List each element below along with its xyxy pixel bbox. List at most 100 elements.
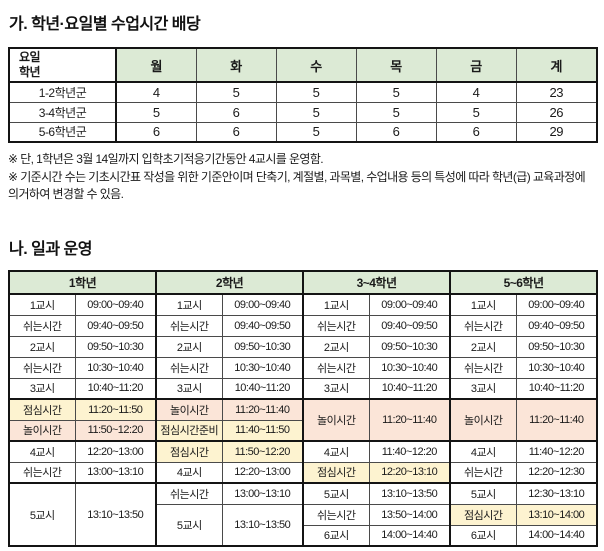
day-header-cell: 월	[115, 47, 197, 83]
period-time-cell: 11:20~11:40	[368, 398, 451, 442]
schedule-row: 4교시 12:20~13:00 점심시간 11:50~12:20 4교시 11:40~12…	[8, 440, 598, 463]
day-header-cell: 수	[275, 47, 357, 83]
period-time-cell: 11:20~11:40	[515, 398, 598, 442]
period-time-cell: 14:00~14:40	[515, 524, 598, 547]
schedule-row: 쉬는시간 10:30~10:40 쉬는시간 10:30~10:40 쉬는시간 10:30~…	[8, 356, 598, 379]
period-time-cell: 09:00~09:40	[74, 293, 157, 316]
period-time-cell: 11:40~12:20	[515, 440, 598, 463]
schedule-row: 쉬는시간 09:40~09:50 쉬는시간 09:40~09:50 쉬는시간 09:40~…	[8, 314, 598, 337]
hour-count-cell: 23	[515, 81, 598, 103]
period-time-cell: 13:10~13:50	[74, 482, 157, 547]
period-label-cell: 쉬는시간	[449, 314, 517, 337]
footnote-2: ※ 기준시간 수는 기초시간표 작성을 위한 기준안이며 단축기, 계절별, 과…	[8, 170, 586, 202]
period-label-cell: 쉬는시간	[449, 356, 517, 379]
hour-count-cell: 6	[355, 121, 437, 143]
period-label-cell: 6교시	[449, 524, 517, 547]
hour-count-cell: 6	[195, 121, 277, 143]
period-time-cell: 12:20~13:10	[368, 461, 451, 484]
period-time-cell: 12:20~12:30	[515, 461, 598, 484]
hour-count-cell: 5	[355, 101, 437, 123]
period-label-cell: 쉬는시간	[8, 461, 76, 484]
period-time-cell: 12:20~13:00	[221, 461, 304, 484]
period-label-cell: 3교시	[8, 377, 76, 400]
period-label-cell: 4교시	[302, 440, 370, 463]
grade-group-header: 3~4학년	[302, 270, 451, 296]
period-time-cell: 13:00~13:10	[221, 482, 304, 505]
period-time-cell: 13:10~13:50	[221, 503, 304, 547]
schedule-row: 3교시 10:40~11:20 3교시 10:40~11:20 3교시 10:40~11:…	[8, 377, 598, 400]
period-label-cell: 점심시간	[449, 503, 517, 526]
hour-count-cell: 5	[275, 81, 357, 103]
period-time-cell: 13:50~14:00	[368, 503, 451, 526]
period-time-cell: 11:20~11:40	[221, 398, 304, 421]
period-label-cell: 2교시	[8, 335, 76, 358]
period-time-cell: 11:40~11:50	[221, 419, 304, 442]
grade-group-header: 2학년	[155, 270, 304, 296]
schedule-row: 1교시 09:00~09:40 1교시 09:00~09:40 1교시 09:00~09:…	[8, 293, 598, 316]
period-time-cell: 09:00~09:40	[515, 293, 598, 316]
period-label-cell: 쉬는시간	[8, 356, 76, 379]
period-time-cell: 14:00~14:40	[368, 524, 451, 547]
period-label-cell: 점심시간준비	[155, 419, 223, 442]
period-label-cell: 5교시	[8, 482, 76, 547]
period-time-cell: 10:30~10:40	[368, 356, 451, 379]
section-b-title: 나. 일과 운영	[9, 241, 92, 259]
period-label-cell: 놀이시간	[155, 398, 223, 421]
period-label-cell: 1교시	[449, 293, 517, 316]
schedule-row: 놀이시간 11:50~12:20 점심시간준비 11:40~11:50	[8, 419, 597, 442]
period-label-cell: 5교시	[302, 482, 370, 505]
day-header-cell: 계	[515, 47, 598, 83]
period-time-cell: 10:30~10:40	[515, 356, 598, 379]
corner-cell: 요일 학년	[8, 47, 117, 83]
hour-count-cell: 4	[115, 81, 197, 103]
period-label-cell: 1교시	[302, 293, 370, 316]
period-label-cell: 4교시	[155, 461, 223, 484]
hour-count-cell: 29	[515, 121, 598, 143]
period-label-cell: 2교시	[449, 335, 517, 358]
hour-count-cell: 5	[195, 81, 277, 103]
period-label-cell: 3교시	[302, 377, 370, 400]
period-label-cell: 쉬는시간	[302, 314, 370, 337]
footnotes: ※ 단, 1학년은 3월 14일까지 입학초기적응기간동안 4교시를 운영함. …	[8, 151, 598, 203]
period-time-cell: 10:40~11:20	[368, 377, 451, 400]
section-a-title: 가. 학년·요일별 수업시간 배당	[9, 16, 201, 33]
hour-count-cell: 5	[435, 101, 517, 123]
allocation-row: 1-2학년군 4 5 5 5 4 23	[8, 81, 598, 103]
grade-group-label: 3-4학년군	[8, 101, 117, 123]
daily-header-row: 1학년 2학년 3~4학년 5~6학년	[8, 270, 598, 296]
period-label-cell: 점심시간	[302, 461, 370, 484]
period-label-cell: 쉬는시간	[302, 356, 370, 379]
period-time-cell: 10:30~10:40	[74, 356, 157, 379]
footnote-1: ※ 단, 1학년은 3월 14일까지 입학초기적응기간동안 4교시를 운영함.	[8, 152, 324, 166]
period-label-cell: 쉬는시간	[449, 461, 517, 484]
hour-count-cell: 5	[275, 121, 357, 143]
period-label-cell: 2교시	[302, 335, 370, 358]
period-time-cell: 11:50~12:20	[74, 419, 157, 442]
hour-count-cell: 4	[435, 81, 517, 103]
period-time-cell: 09:40~09:50	[368, 314, 451, 337]
period-time-cell: 13:10~13:50	[368, 482, 451, 505]
period-time-cell: 09:50~10:30	[74, 335, 157, 358]
grade-group-label: 5-6학년군	[8, 121, 117, 143]
period-time-cell: 13:00~13:10	[74, 461, 157, 484]
grade-group-header: 5~6학년	[449, 270, 598, 296]
period-time-cell: 10:40~11:20	[515, 377, 598, 400]
grade-group-header: 1학년	[8, 270, 157, 296]
hour-count-cell: 6	[115, 121, 197, 143]
period-label-cell: 4교시	[449, 440, 517, 463]
period-label-cell: 4교시	[8, 440, 76, 463]
period-label-cell: 1교시	[8, 293, 76, 316]
period-label-cell: 5교시	[155, 503, 223, 547]
grade-group-label: 1-2학년군	[8, 81, 117, 103]
period-label-cell: 놀이시간	[449, 398, 517, 442]
period-label-cell: 2교시	[155, 335, 223, 358]
allocation-table: 요일 학년 월 화 수 목 금 계 1-2학년군 4 5 5 5 4 23 3-4학년군 5 6 5 5 5 26 5-…	[8, 47, 598, 143]
period-time-cell: 13:10~14:00	[515, 503, 598, 526]
period-time-cell: 12:20~13:00	[74, 440, 157, 463]
schedule-row: 2교시 09:50~10:30 2교시 09:50~10:30 2교시 09:50~10:…	[8, 335, 598, 358]
period-time-cell: 09:40~09:50	[74, 314, 157, 337]
period-time-cell: 12:30~13:10	[515, 482, 598, 505]
period-time-cell: 11:40~12:20	[368, 440, 451, 463]
period-label-cell: 5교시	[449, 482, 517, 505]
